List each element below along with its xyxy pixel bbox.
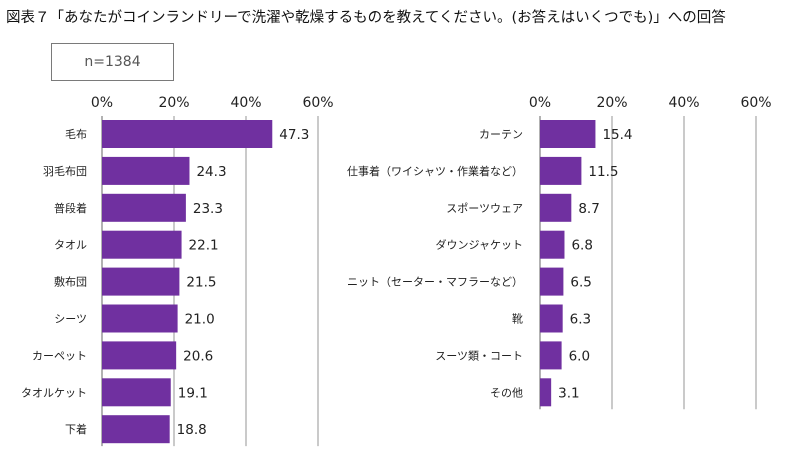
value-label-0-7: 19.1: [178, 385, 208, 401]
category-label-0-5: シーツ: [54, 313, 87, 326]
bar-0-1: [102, 156, 190, 185]
category-label-1-7: その他: [490, 386, 523, 399]
category-label-0-4: 敷布団: [54, 275, 87, 289]
value-label-0-8: 18.8: [177, 422, 207, 438]
x-tick-label-1-1: 20%: [596, 95, 627, 111]
bar-0-6: [102, 341, 177, 370]
category-label-0-3: タオル: [54, 239, 87, 252]
bar-1-3: [540, 230, 565, 259]
category-label-1-3: ダウンジャケット: [436, 238, 523, 252]
bar-0-5: [102, 304, 178, 333]
x-tick-label-1-2: 40%: [668, 95, 699, 111]
sample-size-label: n=1384: [51, 43, 174, 81]
category-label-1-5: 靴: [512, 312, 523, 326]
category-label-1-0: カーテン: [479, 128, 523, 141]
value-label-1-0: 15.4: [602, 127, 632, 143]
category-label-0-6: カーペット: [32, 349, 87, 362]
x-tick-label-1-3: 60%: [740, 95, 771, 111]
bar-1-1: [540, 156, 582, 185]
category-label-1-1: 仕事着（ワイシャツ・作業着など）: [347, 164, 523, 178]
value-label-0-2: 23.3: [193, 201, 223, 217]
value-label-0-5: 21.0: [185, 312, 215, 328]
bar-1-4: [540, 267, 564, 296]
category-label-1-4: ニット（セーター・マフラーなど）: [347, 276, 523, 289]
x-tick-label-0-1: 20%: [158, 95, 189, 111]
value-label-0-0: 47.3: [279, 127, 309, 143]
value-label-0-1: 24.3: [196, 164, 226, 180]
value-label-1-7: 3.1: [558, 385, 579, 401]
x-tick-label-0-3: 60%: [302, 95, 333, 111]
bar-1-2: [540, 193, 572, 222]
bar-1-0: [540, 120, 596, 148]
x-tick-label-0-0: 0%: [91, 95, 113, 111]
value-label-1-6: 6.0: [569, 348, 590, 364]
bar-0-4: [102, 267, 180, 296]
category-label-0-2: 普段着: [54, 201, 87, 215]
bar-1-6: [540, 341, 562, 370]
bar-0-8: [102, 415, 170, 444]
bar-1-7: [540, 378, 552, 407]
bar-0-7: [102, 378, 171, 407]
value-label-0-3: 22.1: [189, 238, 219, 254]
category-label-0-1: 羽毛布団: [43, 165, 87, 178]
category-label-1-6: スーツ類・コート: [435, 349, 523, 362]
chart-title: 図表７「あなたがコインランドリーで洗濯や乾燥するものを教えてください。(お答えは…: [6, 10, 726, 26]
bar-0-3: [102, 230, 182, 259]
category-label-1-2: スポーツウェア: [446, 202, 523, 215]
bar-0-0: [102, 120, 273, 148]
x-tick-label-1-0: 0%: [529, 95, 551, 111]
value-label-1-1: 11.5: [588, 164, 618, 180]
value-label-0-4: 21.5: [186, 275, 216, 291]
bar-1-5: [540, 304, 563, 333]
value-label-0-6: 20.6: [183, 348, 213, 364]
category-label-0-8: 下着: [65, 422, 87, 436]
category-label-0-7: タオルケット: [21, 386, 87, 399]
bar-0-2: [102, 193, 186, 222]
x-tick-label-0-2: 40%: [230, 95, 261, 111]
value-label-1-5: 6.3: [570, 312, 591, 328]
value-label-1-3: 6.8: [571, 238, 592, 254]
category-label-0-0: 毛布: [65, 128, 87, 141]
value-label-1-4: 6.5: [570, 275, 591, 291]
value-label-1-2: 8.7: [578, 201, 599, 217]
